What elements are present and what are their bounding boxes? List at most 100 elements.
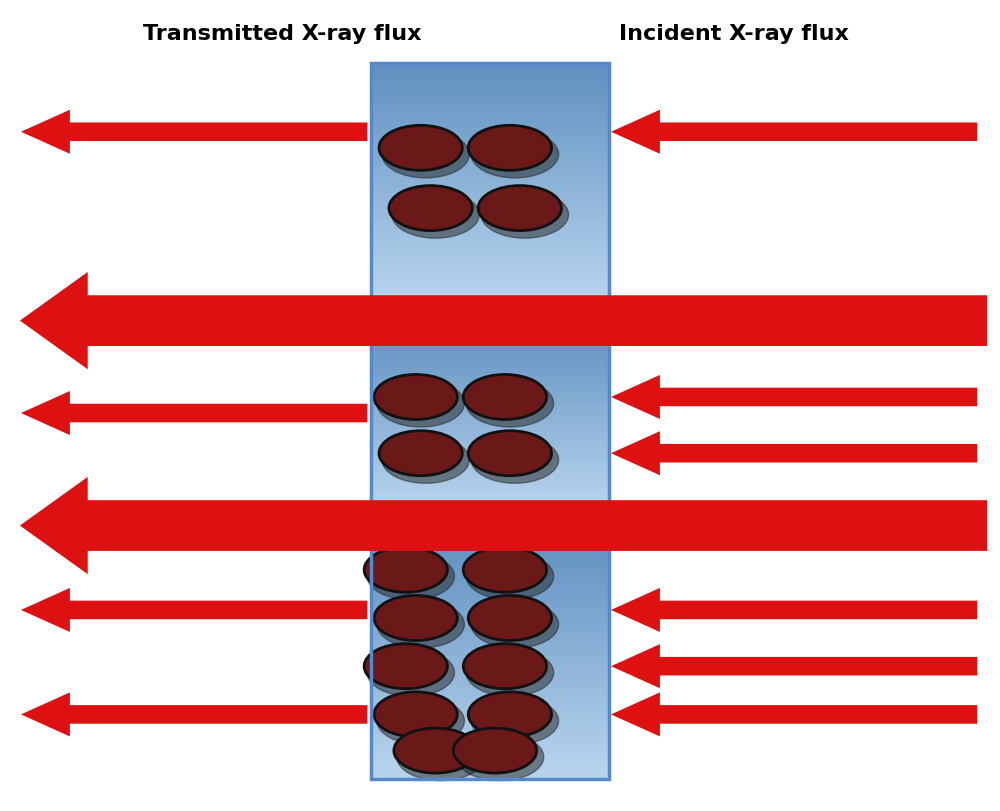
Bar (371, 736, 609, 742)
Bar (371, 67, 609, 72)
Bar (371, 114, 609, 119)
Bar (371, 684, 609, 689)
Bar (371, 260, 609, 266)
Bar (371, 288, 609, 294)
Ellipse shape (471, 697, 559, 744)
Bar (371, 90, 609, 96)
Bar (371, 708, 609, 714)
Bar (371, 680, 609, 685)
Bar (371, 675, 609, 680)
Bar (371, 236, 609, 242)
FancyArrow shape (614, 694, 976, 735)
Bar (371, 221, 609, 226)
Bar (371, 630, 609, 636)
Bar (371, 692, 609, 697)
Ellipse shape (468, 431, 552, 476)
Bar (371, 193, 609, 199)
Bar (371, 345, 609, 350)
Bar (371, 431, 609, 436)
Bar (371, 561, 609, 567)
Bar (371, 502, 609, 507)
Ellipse shape (471, 436, 559, 483)
Bar (371, 118, 609, 123)
Bar (371, 71, 609, 76)
Bar (371, 749, 609, 754)
Bar (371, 336, 609, 341)
Bar (371, 422, 609, 427)
Bar (371, 153, 609, 159)
Bar (371, 248, 609, 254)
Bar (371, 773, 609, 779)
Bar (371, 671, 609, 676)
Ellipse shape (397, 733, 484, 781)
Bar (371, 404, 609, 408)
Bar (371, 165, 609, 171)
Bar (371, 586, 609, 591)
Bar (371, 753, 609, 758)
Bar (371, 388, 609, 393)
Bar (371, 138, 609, 144)
Ellipse shape (364, 644, 447, 689)
Bar (371, 769, 609, 775)
Bar (371, 462, 609, 467)
Bar (371, 62, 609, 68)
Bar (371, 217, 609, 222)
Bar (371, 205, 609, 210)
Bar (371, 716, 609, 722)
Ellipse shape (392, 191, 479, 239)
FancyArrow shape (22, 480, 986, 572)
Bar (371, 225, 609, 230)
Bar (371, 406, 609, 411)
Bar (371, 490, 609, 495)
Bar (371, 493, 609, 497)
Bar (371, 410, 609, 414)
Bar (371, 534, 609, 779)
Bar (371, 606, 609, 611)
Bar (371, 569, 609, 575)
Bar (371, 577, 609, 583)
Bar (371, 397, 609, 402)
Bar (371, 185, 609, 191)
Ellipse shape (374, 692, 457, 737)
Bar (371, 712, 609, 718)
Bar (371, 327, 609, 332)
Bar (371, 161, 609, 167)
Bar (371, 358, 609, 363)
Bar (371, 233, 609, 238)
Ellipse shape (367, 553, 454, 600)
FancyArrow shape (614, 377, 976, 418)
Bar (371, 622, 609, 628)
Bar (371, 481, 609, 485)
Ellipse shape (468, 596, 552, 641)
Bar (371, 110, 609, 116)
Ellipse shape (463, 644, 547, 689)
Bar (371, 724, 609, 730)
Bar (371, 688, 609, 693)
Ellipse shape (471, 601, 559, 648)
Bar (371, 499, 609, 504)
Bar (371, 549, 609, 555)
Bar (371, 496, 609, 500)
Bar (371, 330, 609, 334)
FancyArrow shape (24, 590, 366, 630)
Bar (371, 197, 609, 203)
Bar (371, 264, 609, 269)
Ellipse shape (377, 380, 464, 427)
Bar (371, 87, 609, 92)
Bar (371, 212, 609, 218)
Bar (371, 590, 609, 595)
Ellipse shape (466, 380, 554, 427)
Bar (371, 244, 609, 250)
Ellipse shape (379, 127, 462, 171)
Bar (371, 284, 609, 290)
Bar (371, 540, 609, 546)
Bar (371, 650, 609, 656)
Bar (371, 201, 609, 207)
Ellipse shape (377, 601, 464, 648)
Bar (371, 536, 609, 542)
Ellipse shape (466, 649, 554, 697)
Bar (371, 565, 609, 571)
Bar (371, 544, 609, 550)
Bar (371, 354, 609, 359)
Bar (371, 553, 609, 559)
